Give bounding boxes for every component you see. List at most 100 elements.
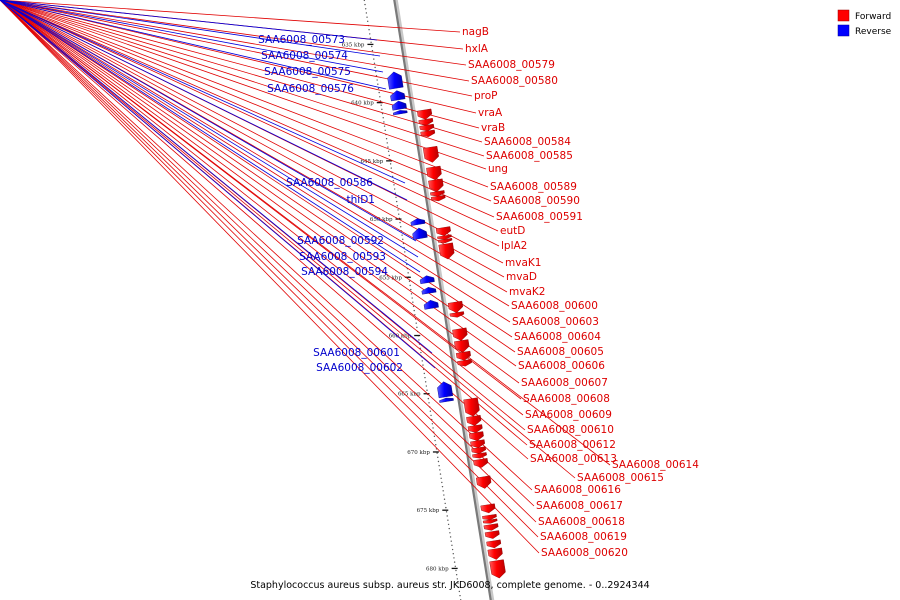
- forward-gene-label[interactable]: SAA6008_00590: [493, 195, 580, 207]
- forward-gene-label[interactable]: eutD: [500, 225, 525, 237]
- forward-gene-arrow[interactable]: [489, 559, 506, 579]
- guide-dot: [370, 41, 372, 44]
- forward-gene-arrow[interactable]: [475, 475, 492, 489]
- forward-gene-label[interactable]: SAA6008_00609: [525, 409, 612, 421]
- forward-gene-arrow[interactable]: [484, 530, 500, 539]
- guide-dot: [447, 519, 449, 521]
- forward-gene-label[interactable]: SAA6008_00584: [484, 136, 571, 148]
- forward-gene-label[interactable]: SAA6008_00618: [538, 516, 625, 528]
- forward-gene-arrow[interactable]: [438, 242, 455, 260]
- scale-tick-label: 635 kbp: [342, 42, 365, 48]
- forward-gene-arrow[interactable]: [419, 123, 435, 132]
- forward-gene-label[interactable]: SAA6008_00603: [512, 316, 599, 328]
- reverse-gene-arrow[interactable]: [439, 397, 454, 403]
- reverse-gene-label[interactable]: SAA6008_00601: [313, 347, 400, 359]
- forward-gene-arrow[interactable]: [473, 458, 489, 468]
- forward-gene-label[interactable]: SAA6008_00613: [530, 453, 617, 465]
- reverse-gene-arrow[interactable]: [421, 287, 437, 295]
- forward-gene-arrow[interactable]: [468, 431, 484, 441]
- forward-gene-arrow[interactable]: [466, 414, 482, 426]
- forward-gene-label[interactable]: SAA6008_00605: [517, 346, 604, 358]
- forward-gene-label[interactable]: SAA6008_00585: [486, 150, 573, 162]
- forward-gene-label[interactable]: mvaD: [506, 271, 537, 283]
- forward-gene-arrow[interactable]: [480, 503, 496, 514]
- forward-gene-arrow[interactable]: [482, 518, 498, 524]
- forward-gene-arrow[interactable]: [416, 108, 433, 120]
- forward-gene-label[interactable]: SAA6008_00615: [577, 472, 664, 484]
- forward-gene-label[interactable]: ung: [488, 163, 508, 175]
- reverse-gene-label[interactable]: SAA6008_00594: [301, 266, 388, 278]
- forward-gene-label[interactable]: vraB: [481, 122, 505, 134]
- forward-gene-arrow[interactable]: [447, 300, 464, 313]
- reverse-gene-label[interactable]: SAA6008_00576: [267, 83, 354, 95]
- forward-gene-label[interactable]: SAA6008_00589: [490, 181, 577, 193]
- forward-gene-arrow[interactable]: [428, 178, 444, 192]
- forward-gene-label[interactable]: proP: [474, 90, 498, 102]
- forward-gene-arrow[interactable]: [470, 439, 486, 448]
- reverse-gene-label[interactable]: SAA6008_00586: [286, 177, 373, 189]
- forward-gene-label[interactable]: SAA6008_00600: [511, 300, 598, 312]
- forward-gene-label[interactable]: SAA6008_00580: [471, 75, 558, 87]
- reverse-gene-arrow[interactable]: [423, 299, 439, 310]
- reverse-gene-arrow[interactable]: [437, 381, 454, 399]
- reverse-gene-arrow[interactable]: [387, 71, 404, 90]
- forward-gene-arrow[interactable]: [472, 452, 487, 459]
- forward-gene-arrow[interactable]: [454, 339, 470, 353]
- forward-gene-label[interactable]: SAA6008_00610: [527, 424, 614, 436]
- forward-gene-label[interactable]: SAA6008_00616: [534, 484, 621, 496]
- forward-gene-arrow[interactable]: [437, 234, 452, 240]
- forward-gene-arrow[interactable]: [467, 424, 483, 433]
- forward-gene-arrow[interactable]: [463, 397, 480, 417]
- forward-gene-arrow[interactable]: [449, 311, 465, 318]
- forward-gene-arrow[interactable]: [455, 350, 471, 361]
- forward-gene-arrow[interactable]: [487, 547, 503, 560]
- reverse-gene-arrow[interactable]: [412, 227, 428, 240]
- forward-gene-label[interactable]: mvaK2: [509, 286, 545, 298]
- forward-gene-label[interactable]: hxlA: [465, 43, 489, 55]
- forward-gene-label[interactable]: vraA: [478, 107, 503, 119]
- forward-gene-arrow[interactable]: [437, 237, 453, 244]
- reverse-gene-arrow[interactable]: [391, 100, 407, 111]
- forward-gene-label[interactable]: SAA6008_00591: [496, 211, 583, 223]
- forward-gene-arrow[interactable]: [471, 446, 487, 454]
- forward-gene-label[interactable]: SAA6008_00608: [523, 393, 610, 405]
- reverse-gene-arrow[interactable]: [410, 218, 426, 226]
- forward-gene-label[interactable]: SAA6008_00614: [612, 459, 699, 471]
- forward-gene-arrow[interactable]: [418, 117, 434, 126]
- forward-gene-arrow[interactable]: [435, 226, 451, 237]
- forward-gene-arrow[interactable]: [430, 194, 446, 202]
- forward-gene-label[interactable]: SAA6008_00617: [536, 500, 623, 512]
- forward-gene-label[interactable]: SAA6008_00604: [514, 331, 601, 343]
- forward-gene-arrow[interactable]: [483, 523, 499, 531]
- reverse-gene-label[interactable]: SAA6008_00593: [299, 251, 386, 263]
- forward-gene-label[interactable]: nagB: [462, 26, 489, 38]
- guide-dot: [441, 485, 444, 488]
- forward-gene-label[interactable]: SAA6008_00607: [521, 377, 608, 389]
- forward-gene-label[interactable]: mvaK1: [505, 257, 541, 269]
- forward-gene-label[interactable]: SAA6008_00620: [541, 547, 628, 559]
- forward-gene-arrow[interactable]: [420, 129, 436, 138]
- forward-gene-label[interactable]: SAA6008_00619: [540, 531, 627, 543]
- forward-gene-arrow[interactable]: [482, 513, 497, 521]
- forward-gene-arrow[interactable]: [486, 539, 502, 549]
- forward-gene-arrow[interactable]: [422, 145, 439, 163]
- forward-gene-arrow[interactable]: [452, 327, 468, 341]
- reverse-gene-label[interactable]: thiD1: [347, 194, 375, 206]
- reverse-gene-label[interactable]: SAA6008_00602: [316, 362, 403, 374]
- reverse-gene-arrow[interactable]: [419, 275, 435, 285]
- forward-gene-arrow[interactable]: [457, 359, 473, 367]
- forward-gene-label[interactable]: SAA6008_00579: [468, 59, 555, 71]
- reverse-gene-label[interactable]: SAA6008_00573: [258, 34, 345, 46]
- reverse-gene-label[interactable]: SAA6008_00575: [264, 66, 351, 78]
- forward-gene-label[interactable]: lplA2: [501, 240, 527, 252]
- reverse-gene-label[interactable]: SAA6008_00592: [297, 235, 384, 247]
- forward-gene-arrow[interactable]: [426, 165, 442, 181]
- reverse-gene-arrow[interactable]: [392, 110, 408, 116]
- forward-gene-arrow[interactable]: [430, 190, 445, 197]
- reverse-gene-label[interactable]: SAA6008_00574: [261, 50, 348, 62]
- forward-gene-label[interactable]: SAA6008_00606: [518, 360, 605, 372]
- guide-dot: [368, 29, 370, 31]
- reverse-gene-arrow[interactable]: [390, 90, 406, 102]
- forward-gene-label[interactable]: SAA6008_00612: [529, 439, 616, 451]
